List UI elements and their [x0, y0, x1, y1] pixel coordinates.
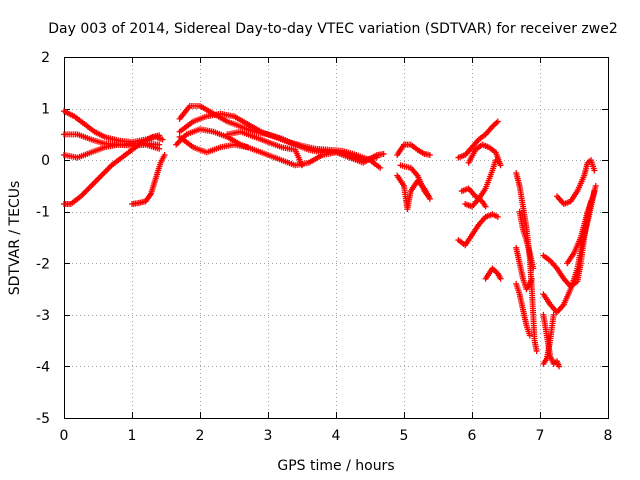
data-point: [159, 136, 166, 143]
x-axis-label: GPS time / hours: [277, 458, 394, 474]
chart-title: Day 003 of 2014, Sidereal Day-to-day VTE…: [48, 21, 618, 37]
data-point: [299, 162, 305, 169]
series-arc-13: [397, 162, 432, 200]
series-arc-23: [513, 280, 533, 339]
series-arc-4: [61, 132, 163, 207]
y-tick-label: -2: [36, 256, 50, 272]
tick-labels: 0 1 2 3 4 5 6 7 8 -5 -4 -3 -2 -1 0 1 2: [36, 50, 612, 444]
data-point: [156, 132, 163, 139]
data-point: [556, 363, 563, 370]
data-point: [161, 151, 168, 158]
data-point: [497, 275, 504, 282]
y-tick-label: -5: [36, 411, 50, 427]
series-arc-27: [554, 157, 598, 207]
series-arc-29: [564, 182, 599, 267]
x-tick-label: 1: [128, 428, 137, 444]
series-arc-21: [513, 244, 535, 293]
x-tick-label: 0: [60, 428, 69, 444]
series-arc-5: [129, 151, 168, 207]
data-point: [591, 167, 598, 174]
series-arc-9: [176, 133, 251, 156]
data-point: [425, 193, 432, 200]
x-tick-label: 7: [536, 428, 545, 444]
series-arc-26: [540, 311, 563, 370]
data-point: [492, 157, 499, 164]
data-point: [482, 203, 489, 210]
x-tick-label: 6: [468, 428, 477, 444]
y-tick-label: 0: [41, 153, 50, 169]
data-point: [156, 141, 163, 148]
x-tick-label: 5: [400, 428, 409, 444]
x-tick-label: 8: [604, 428, 613, 444]
y-tick-label: 1: [41, 102, 50, 118]
y-tick-label: 2: [41, 50, 50, 66]
y-tick-label: -3: [36, 308, 50, 324]
x-tick-label: 3: [264, 428, 273, 444]
series-arc-14: [455, 118, 501, 161]
axis-ticks: [64, 57, 609, 419]
data-point: [426, 151, 433, 158]
data-point: [533, 347, 540, 354]
series-arc-18: [462, 157, 499, 210]
data-point: [380, 150, 387, 157]
series-arc-16: [455, 211, 501, 249]
data-point: [494, 118, 501, 125]
data-points: [61, 102, 599, 370]
series-arc-15: [465, 141, 504, 169]
x-tick-label: 2: [196, 428, 205, 444]
data-point: [526, 332, 533, 339]
series-arc-28: [540, 311, 557, 367]
data-point: [528, 275, 535, 282]
data-point: [530, 265, 537, 272]
y-axis-label: SDTVAR / TECUs: [7, 181, 23, 296]
data-point: [550, 311, 557, 318]
series-arc-11: [394, 141, 433, 158]
data-point: [244, 144, 251, 151]
series-arc-19: [482, 265, 504, 282]
y-tick-label: -4: [36, 359, 50, 375]
series-arc-22: [516, 208, 537, 272]
plot-frame: [64, 57, 609, 419]
data-point: [494, 213, 501, 220]
y-tick-label: -1: [36, 205, 50, 221]
data-point: [377, 164, 384, 171]
series-arc-10: [224, 128, 305, 169]
data-point: [592, 182, 599, 189]
data-point: [497, 162, 504, 169]
x-tick-label: 4: [332, 428, 341, 444]
